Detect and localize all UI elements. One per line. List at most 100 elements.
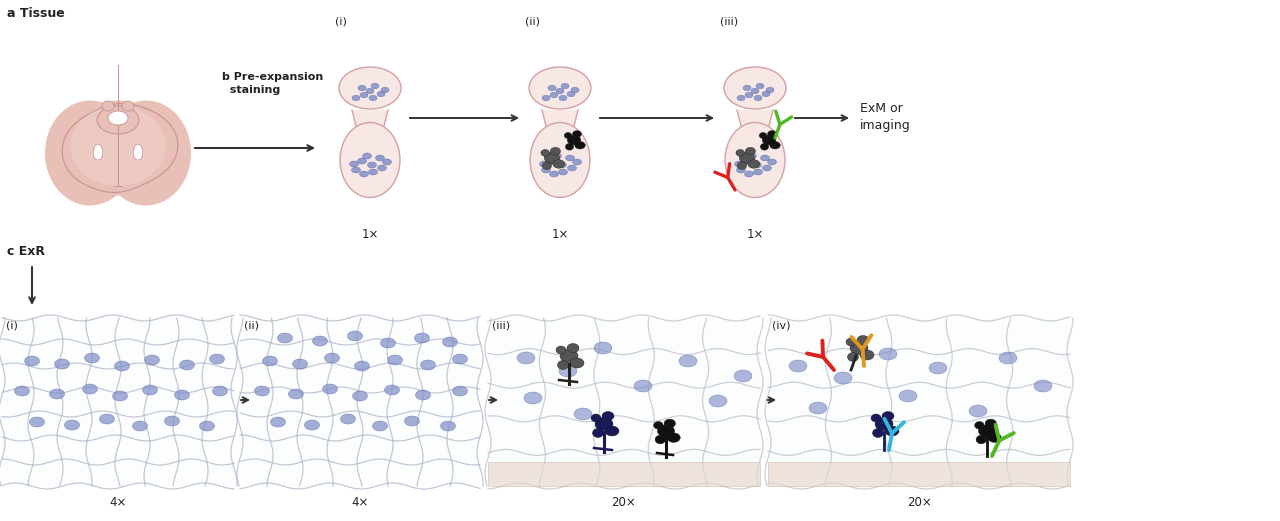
Text: 4×: 4×: [351, 496, 369, 509]
Ellipse shape: [378, 91, 385, 97]
Ellipse shape: [380, 338, 396, 348]
Ellipse shape: [50, 389, 64, 399]
Ellipse shape: [751, 88, 759, 94]
Ellipse shape: [113, 391, 128, 401]
Ellipse shape: [278, 333, 293, 343]
Ellipse shape: [114, 361, 129, 371]
Ellipse shape: [416, 390, 430, 400]
Ellipse shape: [270, 417, 285, 427]
Ellipse shape: [575, 142, 585, 149]
Ellipse shape: [548, 85, 556, 91]
Ellipse shape: [378, 165, 387, 171]
Ellipse shape: [70, 106, 165, 186]
Ellipse shape: [759, 132, 767, 139]
Bar: [241, 318, 480, 486]
Ellipse shape: [372, 421, 388, 431]
Ellipse shape: [634, 380, 652, 392]
Ellipse shape: [78, 101, 157, 195]
Text: 20×: 20×: [906, 496, 932, 509]
Ellipse shape: [558, 361, 568, 369]
Ellipse shape: [745, 171, 754, 177]
Ellipse shape: [179, 360, 195, 370]
Ellipse shape: [768, 131, 777, 138]
Ellipse shape: [340, 122, 399, 197]
Ellipse shape: [876, 417, 893, 430]
Text: (i): (i): [335, 17, 347, 27]
Bar: [488, 318, 760, 486]
Ellipse shape: [82, 384, 97, 394]
Ellipse shape: [724, 122, 785, 197]
Ellipse shape: [45, 101, 134, 205]
Ellipse shape: [736, 167, 745, 173]
Ellipse shape: [899, 390, 916, 402]
Ellipse shape: [664, 419, 676, 428]
Ellipse shape: [742, 158, 751, 164]
Ellipse shape: [541, 167, 550, 173]
Ellipse shape: [742, 85, 751, 91]
Ellipse shape: [566, 143, 573, 150]
Ellipse shape: [362, 153, 371, 159]
Ellipse shape: [381, 87, 389, 93]
Ellipse shape: [550, 92, 558, 98]
Polygon shape: [352, 110, 388, 126]
Ellipse shape: [369, 169, 378, 175]
Ellipse shape: [561, 83, 570, 89]
Ellipse shape: [352, 95, 360, 101]
Ellipse shape: [404, 416, 420, 426]
Ellipse shape: [882, 412, 893, 420]
Ellipse shape: [165, 416, 179, 426]
Ellipse shape: [745, 92, 753, 98]
Ellipse shape: [595, 417, 613, 430]
Ellipse shape: [570, 358, 584, 368]
Ellipse shape: [567, 343, 579, 353]
Ellipse shape: [556, 346, 566, 354]
Ellipse shape: [735, 161, 744, 167]
Ellipse shape: [860, 350, 874, 360]
Ellipse shape: [879, 348, 897, 360]
Ellipse shape: [375, 155, 384, 161]
Ellipse shape: [763, 135, 776, 145]
Ellipse shape: [559, 365, 577, 377]
Ellipse shape: [383, 159, 392, 165]
Ellipse shape: [539, 161, 549, 167]
Ellipse shape: [564, 132, 572, 139]
Ellipse shape: [550, 147, 561, 155]
Polygon shape: [93, 144, 102, 160]
Ellipse shape: [355, 361, 370, 371]
Ellipse shape: [591, 414, 602, 422]
Ellipse shape: [572, 131, 581, 138]
Ellipse shape: [737, 95, 745, 101]
Ellipse shape: [745, 147, 755, 155]
Ellipse shape: [573, 408, 591, 420]
Ellipse shape: [986, 419, 997, 428]
Ellipse shape: [655, 435, 666, 444]
Ellipse shape: [978, 425, 996, 437]
Ellipse shape: [210, 354, 224, 364]
Ellipse shape: [145, 355, 160, 365]
Ellipse shape: [748, 160, 760, 168]
Ellipse shape: [349, 161, 358, 167]
Ellipse shape: [174, 390, 189, 400]
Ellipse shape: [200, 421, 215, 431]
Ellipse shape: [736, 150, 745, 156]
Ellipse shape: [558, 169, 567, 175]
Ellipse shape: [101, 101, 191, 205]
Ellipse shape: [384, 385, 399, 395]
Text: 4×: 4×: [109, 496, 127, 509]
Ellipse shape: [753, 162, 762, 168]
Ellipse shape: [100, 414, 114, 424]
Ellipse shape: [347, 331, 362, 341]
Ellipse shape: [133, 421, 147, 431]
Text: 20×: 20×: [612, 496, 636, 509]
Bar: [768, 318, 1070, 486]
Ellipse shape: [323, 384, 338, 394]
Ellipse shape: [1034, 380, 1052, 392]
Ellipse shape: [709, 395, 727, 407]
Ellipse shape: [339, 67, 401, 109]
Ellipse shape: [530, 122, 590, 197]
Ellipse shape: [870, 414, 881, 422]
Ellipse shape: [850, 341, 868, 354]
Text: ExM or
imaging: ExM or imaging: [860, 102, 911, 132]
Ellipse shape: [654, 421, 663, 429]
Ellipse shape: [549, 171, 558, 177]
